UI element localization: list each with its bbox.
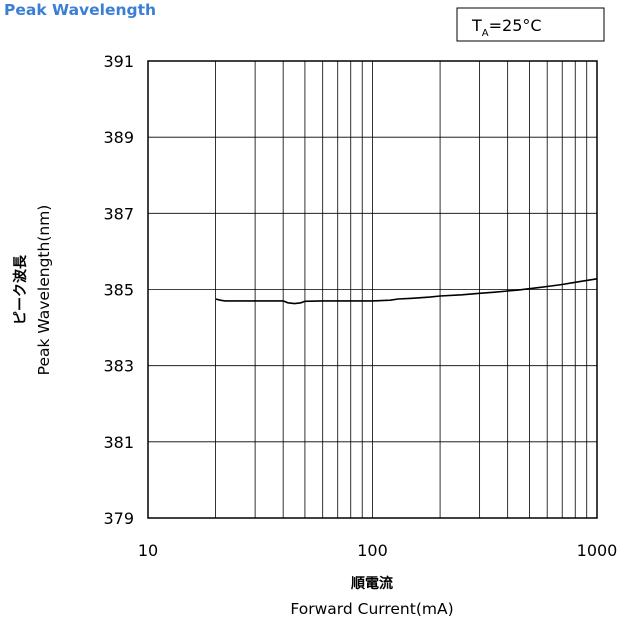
y-axis-label-jp: ピーク波長 xyxy=(12,254,29,325)
y-tick-label: 381 xyxy=(103,433,134,452)
x-tick-label: 100 xyxy=(357,541,388,560)
series-layer xyxy=(215,278,598,305)
y-tick-label: 387 xyxy=(103,204,134,223)
plot-frame xyxy=(147,60,598,519)
series-line xyxy=(215,278,598,305)
svg-text:TA=25°C: TA=25°C xyxy=(471,16,542,39)
y-tick-label: 385 xyxy=(103,281,134,300)
x-axis-label-jp: 順電流 xyxy=(351,575,393,592)
y-tick-labels: 379 381 383 385 387 389 391 xyxy=(103,52,134,528)
y-tick-label: 383 xyxy=(103,357,134,376)
condition-box: TA=25°C xyxy=(456,7,605,42)
y-axis-label: Peak Wavelength(nm) xyxy=(35,205,53,376)
y-tick-label: 389 xyxy=(103,128,134,147)
y-tick-label: 379 xyxy=(103,509,134,528)
y-tick-label: 391 xyxy=(103,52,134,71)
grid xyxy=(148,61,597,518)
condition-suffix: =25°C xyxy=(489,16,542,35)
x-tick-label: 1000 xyxy=(577,541,618,560)
x-axis-label: Forward Current(mA) xyxy=(290,600,453,618)
chart-title: Peak Wavelength xyxy=(4,1,156,19)
condition-prefix: T xyxy=(471,16,482,35)
x-tick-labels: 10 100 1000 xyxy=(138,541,618,560)
condition-subscript: A xyxy=(482,28,489,39)
x-tick-label: 10 xyxy=(138,541,158,560)
